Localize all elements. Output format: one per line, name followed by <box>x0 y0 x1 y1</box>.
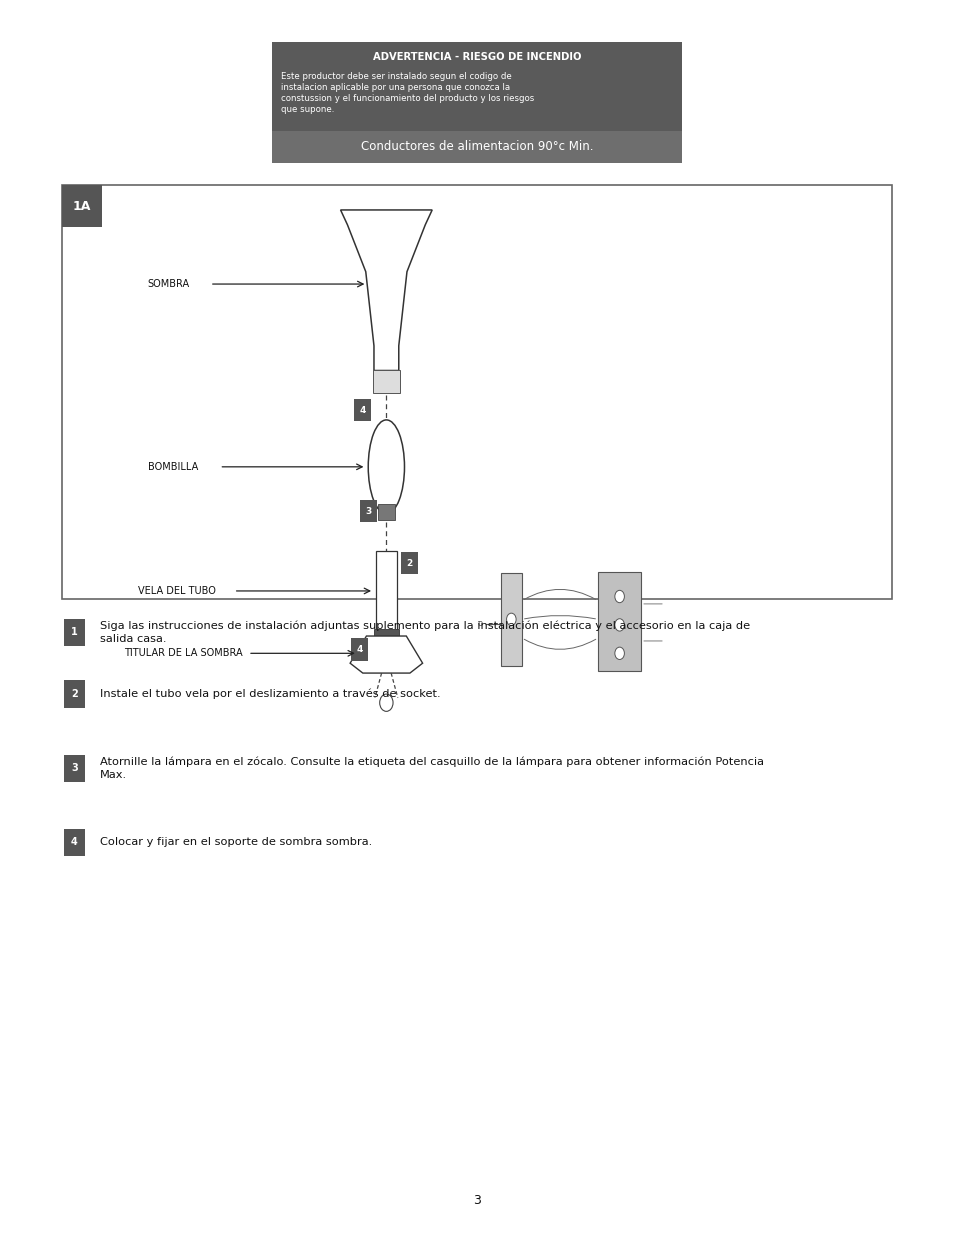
FancyBboxPatch shape <box>62 185 102 227</box>
FancyBboxPatch shape <box>375 551 396 631</box>
Text: 1A: 1A <box>72 200 91 212</box>
Circle shape <box>379 694 393 711</box>
FancyBboxPatch shape <box>400 552 417 574</box>
FancyBboxPatch shape <box>62 185 891 599</box>
FancyBboxPatch shape <box>354 399 371 421</box>
FancyBboxPatch shape <box>500 573 521 666</box>
Text: Este productor debe ser instalado segun el codigo de
instalacion aplicable por u: Este productor debe ser instalado segun … <box>281 72 534 114</box>
FancyBboxPatch shape <box>374 629 398 653</box>
Text: Conductores de alimentacion 90°c Min.: Conductores de alimentacion 90°c Min. <box>360 141 593 153</box>
Ellipse shape <box>368 420 404 514</box>
Text: o: o <box>476 620 482 629</box>
Text: Colocar y fijar en el soporte de sombra sombra.: Colocar y fijar en el soporte de sombra … <box>100 837 372 847</box>
FancyBboxPatch shape <box>272 42 681 163</box>
Text: 4: 4 <box>359 405 365 415</box>
Polygon shape <box>350 636 422 673</box>
FancyBboxPatch shape <box>351 638 368 661</box>
Text: 3: 3 <box>71 763 78 773</box>
Text: 3: 3 <box>365 506 371 516</box>
Circle shape <box>614 590 623 603</box>
Text: 3: 3 <box>473 1194 480 1207</box>
Text: SOMBRA: SOMBRA <box>148 279 190 289</box>
Text: Instale el tubo vela por el deslizamiento a través de socket.: Instale el tubo vela por el deslizamient… <box>100 689 440 699</box>
Text: 4: 4 <box>71 837 78 847</box>
FancyBboxPatch shape <box>377 504 395 520</box>
Circle shape <box>614 647 623 659</box>
Text: 4: 4 <box>356 645 362 655</box>
FancyBboxPatch shape <box>272 131 681 163</box>
Text: Siga las instrucciones de instalación adjuntas suplemento para la instalación el: Siga las instrucciones de instalación ad… <box>100 620 749 645</box>
Circle shape <box>614 619 623 631</box>
FancyBboxPatch shape <box>64 755 85 782</box>
Text: Atornille la lámpara en el zócalo. Consulte la etiqueta del casquillo de la lámp: Atornille la lámpara en el zócalo. Consu… <box>100 756 763 781</box>
FancyBboxPatch shape <box>373 370 399 393</box>
Polygon shape <box>340 210 432 370</box>
Circle shape <box>506 614 516 625</box>
FancyBboxPatch shape <box>598 572 640 671</box>
FancyBboxPatch shape <box>64 680 85 708</box>
FancyBboxPatch shape <box>64 619 85 646</box>
FancyBboxPatch shape <box>359 500 376 522</box>
Text: TITULAR DE LA SOMBRA: TITULAR DE LA SOMBRA <box>124 648 242 658</box>
Text: 2: 2 <box>406 558 412 568</box>
Text: ADVERTENCIA - RIESGO DE INCENDIO: ADVERTENCIA - RIESGO DE INCENDIO <box>373 52 580 62</box>
FancyBboxPatch shape <box>64 829 85 856</box>
Text: 2: 2 <box>71 689 78 699</box>
Text: VELA DEL TUBO: VELA DEL TUBO <box>138 585 216 597</box>
Text: 1: 1 <box>71 627 78 637</box>
Text: BOMBILLA: BOMBILLA <box>148 462 198 472</box>
